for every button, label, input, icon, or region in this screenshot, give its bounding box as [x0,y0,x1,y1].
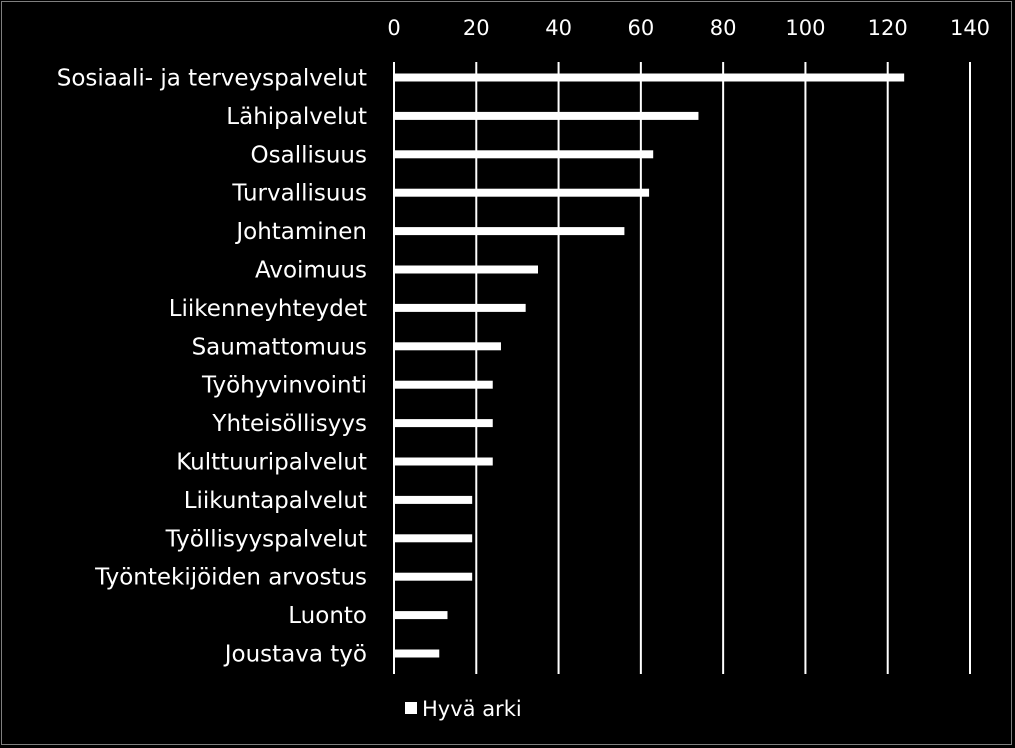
bar [394,419,493,428]
bar [394,457,493,466]
bar [394,649,440,658]
legend: Hyvä arki [405,697,522,721]
bar [394,303,526,312]
x-tick-label: 80 [710,16,737,40]
bar [394,534,473,543]
category-label: Yhteisöllisyys [211,411,367,437]
x-tick-label: 120 [868,16,908,40]
bar [394,495,473,504]
category-label: Avoimuus [255,258,367,284]
category-label: Työntekijöiden arvostus [94,565,367,591]
category-label: Lähipalvelut [226,104,367,130]
bar [394,572,473,581]
category-label: Liikuntapalvelut [184,488,367,514]
bar [394,611,448,620]
category-label: Saumattomuus [192,334,367,360]
legend-swatch [405,702,417,714]
x-tick-label: 20 [463,16,490,40]
x-tick-label: 140 [950,16,990,40]
category-label: Turvallisuus [231,181,367,207]
bar [394,342,501,351]
category-label: Sosiaali- ja terveyspalvelut [57,66,367,92]
bar [394,111,699,120]
bars [394,73,905,658]
legend-label: Hyvä arki [422,697,522,721]
category-label: Luonto [288,603,367,629]
x-tick-label: 60 [627,16,654,40]
x-tick-label: 0 [387,16,400,40]
category-label: Työllisyyspalvelut [165,526,367,552]
bar [394,227,625,236]
category-label: Joustava työ [223,642,367,668]
category-labels: Sosiaali- ja terveyspalvelut Lähipalvelut… [57,66,367,668]
gridlines [393,62,971,674]
bar [394,380,493,389]
bar [394,265,538,274]
category-label: Liikenneyhteydet [169,296,367,322]
x-tick-label: 100 [785,16,825,40]
x-tick-label: 40 [545,16,572,40]
bar [394,73,905,82]
x-axis-ticks: 0 20 40 60 80 100 120 140 [387,16,990,40]
category-label: Kulttuuripalvelut [176,450,367,476]
bar [394,188,650,197]
bar [394,150,654,159]
category-label: Työhyvinvointi [201,373,367,399]
category-label: Johtaminen [234,219,367,245]
category-label: Osallisuus [251,142,367,168]
